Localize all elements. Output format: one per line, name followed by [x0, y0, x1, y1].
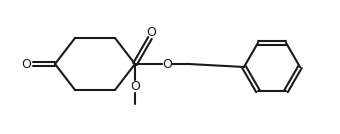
Text: O: O	[21, 57, 31, 70]
Text: O: O	[146, 25, 156, 38]
Text: O: O	[162, 57, 172, 70]
Text: O: O	[130, 81, 140, 94]
